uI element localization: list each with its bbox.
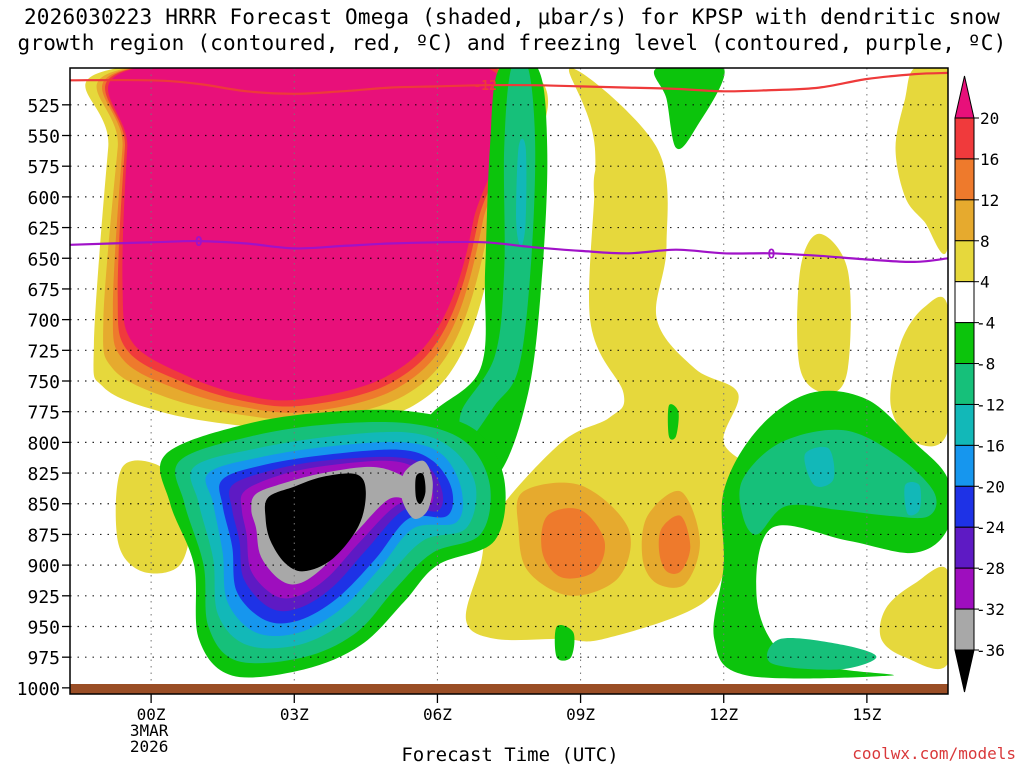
y-tick-label-550: 550 [27,127,60,148]
y-tick-label-950: 950 [27,617,60,638]
x-tick-label-09Z: 09Z [566,705,595,724]
colorbar-label-8: -16 [976,436,1005,455]
y-tick-label-600: 600 [27,188,60,209]
y-tick-label-650: 650 [27,249,60,270]
y-tick-label-900: 900 [27,556,60,577]
omega-orange-11z-core [658,515,691,574]
colorbar-label-3: 8 [980,232,990,251]
contour-label-1-0: 0 [195,235,203,250]
contour-line-0 [70,71,948,95]
y-tick-label-1000: 1000 [17,679,60,700]
chart-title-line1: 2026030223 HRRR Forecast Omega (shaded, … [23,5,1001,29]
colorbar: 20 16 12 8 4 -4 -8 -12 -16 -20 -24 -28 -32 -36 [954,75,1005,693]
y-tick-label-775: 775 [27,403,60,424]
colorbar-label-0: 20 [980,109,999,128]
colorbar-label-13: -36 [976,641,1005,660]
colorbar-swatch-10 [954,526,975,569]
colorbar-label-12: -32 [976,600,1005,619]
x-date-year: 2026 [130,737,169,756]
omega-teal-low-13z [767,637,877,670]
colorbar-label-9: -20 [976,477,1005,496]
colorbar-label-1: 16 [980,150,999,169]
colorbar-label-6: -8 [976,355,995,374]
omega-teal-right-low [739,429,937,535]
x-tick-label-15Z: 15Z [852,705,881,724]
colorbar-swatch-11 [954,567,975,610]
plot-area: -12 0 0 [70,68,948,694]
colorbar-swatch-4 [954,281,975,324]
colorbar-label-10: -24 [976,518,1005,537]
colorbar-swatch-0 [954,117,975,160]
y-tick-label-925: 925 [27,587,60,608]
colorbar-swatch-2 [954,199,975,242]
colorbar-top-triangle [954,75,975,119]
omega-yellow-10z-top [593,145,638,326]
colorbar-label-2: 12 [980,191,999,210]
colorbar-label-11: -28 [976,559,1005,578]
colorbar-swatch-8 [954,444,975,487]
contour-label-0-0: -12 [473,79,496,94]
contour-label-1-1: 0 [768,247,776,262]
contour-line-1 [70,239,948,264]
omega-green-low-09z [554,625,575,661]
colorbar-swatch-7 [954,403,975,446]
colorbar-label-4: 4 [980,273,990,292]
y-tick-label-875: 875 [27,525,60,546]
x-tick-label-03Z: 03Z [280,705,309,724]
omega-negative-core-8 [264,473,366,572]
colorbar-swatch-5 [954,322,975,365]
omega-green-10z-speck [667,404,679,440]
y-tick-label-750: 750 [27,372,60,393]
y-axis-pressure: 525 550 575 600 625 650 675 700 725 750 775 800 825 8… [17,96,70,700]
ground-surface [70,684,948,694]
gridlines [70,68,948,694]
omega-yellow-13z [797,233,851,394]
y-tick-label-975: 975 [27,648,60,669]
chart-title-line2: growth region (contoured, red, ºC) and f… [17,31,1007,55]
colorbar-swatch-3 [954,240,975,283]
colorbar-swatch-1 [954,158,975,201]
omega-cyan-right-2 [904,481,922,516]
y-tick-label-825: 825 [27,464,60,485]
x-tick-label-00Z: 00Z [137,705,166,724]
omega-cyan-column [516,138,527,246]
omega-positive-core-4 [108,68,511,401]
omega-yellow-right-mid [890,296,948,447]
y-tick-label-625: 625 [27,219,60,240]
colorbar-swatch-6 [954,363,975,405]
x-axis-title: Forecast Time (UTC) [401,744,619,766]
chart-title: 2026030223 HRRR Forecast Omega (shaded, … [0,4,1024,56]
omega-cyan-right-1 [804,446,835,487]
y-tick-label-525: 525 [27,96,60,117]
contour-lines: -12 0 0 [70,71,948,264]
y-tick-label-675: 675 [27,280,60,301]
omega-yellow-right-low [879,566,948,669]
x-tick-label-12Z: 12Z [709,705,738,724]
colorbar-bottom-triangle [954,649,975,693]
colorbar-swatch-12 [954,608,975,651]
colorbar-swatch-9 [954,485,975,528]
omega-teal-column [459,68,536,443]
omega-orange-08z-core [541,508,606,579]
colorbar-label-5: -4 [976,314,995,333]
x-tick-label-06Z: 06Z [423,705,452,724]
y-tick-label-850: 850 [27,495,60,516]
source-credit: coolwx.com/models [852,744,1016,763]
y-tick-label-725: 725 [27,341,60,362]
colorbar-label-7: -12 [976,395,1005,414]
omega-black-05z [415,472,426,504]
x-date-month: 3MAR [130,721,169,740]
omega-yellow-right-top [895,68,948,255]
omega-shaded-field [85,68,948,679]
y-tick-label-575: 575 [27,157,60,178]
y-tick-label-800: 800 [27,433,60,454]
y-tick-label-700: 700 [27,311,60,332]
